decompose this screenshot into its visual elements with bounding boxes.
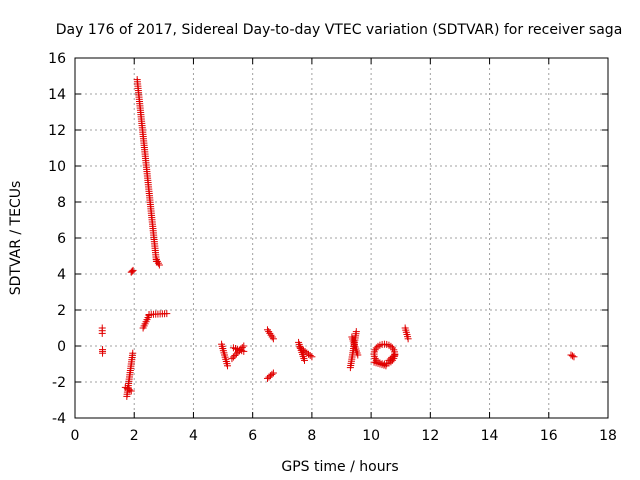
data-point <box>387 358 395 366</box>
data-point <box>263 326 271 334</box>
data-point <box>300 356 308 364</box>
y-axis-label: SDTVAR / TECUs <box>8 181 24 296</box>
data-point <box>155 261 163 269</box>
y-tick-labels: -4 -2 0 2 4 6 8 10 12 14 16 <box>48 51 66 427</box>
data-point <box>129 266 137 274</box>
data-point <box>231 351 239 359</box>
x-tick-label: 12 <box>421 428 439 444</box>
data-point <box>570 353 578 361</box>
data-point <box>354 351 362 359</box>
y-tick-label: 2 <box>57 303 66 319</box>
data-point <box>128 267 136 275</box>
y-tick-label: 6 <box>57 231 66 247</box>
y-tick-label: 14 <box>48 87 66 103</box>
data-point <box>129 349 137 357</box>
data-point <box>99 349 107 357</box>
data-point <box>268 370 276 378</box>
data-point <box>269 369 277 377</box>
data-point <box>372 356 380 364</box>
data-point <box>98 329 106 337</box>
data-point <box>268 333 276 341</box>
x-tick-label: 4 <box>189 428 198 444</box>
data-point <box>352 328 360 336</box>
x-tick-label: 0 <box>71 428 80 444</box>
data-point <box>389 344 397 352</box>
data-point <box>267 331 275 339</box>
x-tick-labels: 0 2 4 6 8 10 12 14 16 18 <box>71 428 617 444</box>
data-point <box>229 353 237 361</box>
data-point <box>306 352 314 360</box>
x-tick-label: 8 <box>307 428 316 444</box>
grid <box>75 58 608 418</box>
data-points <box>98 76 578 400</box>
y-tick-label: 12 <box>48 123 66 139</box>
x-tick-label: 6 <box>248 428 257 444</box>
x-tick-label: 2 <box>130 428 139 444</box>
y-tick-label: 0 <box>57 339 66 355</box>
data-point <box>152 256 160 264</box>
data-point <box>568 352 576 360</box>
data-point <box>391 352 399 360</box>
x-tick-label: 18 <box>599 428 617 444</box>
data-point <box>567 351 575 359</box>
data-point <box>374 342 382 350</box>
y-tick-label: 10 <box>48 159 66 175</box>
data-point <box>163 310 171 318</box>
data-point <box>228 355 236 363</box>
data-point <box>266 329 274 337</box>
data-point <box>154 259 162 267</box>
data-point <box>153 257 161 265</box>
data-point <box>404 335 412 343</box>
y-tick-label: 16 <box>48 51 66 67</box>
chart-title: Day 176 of 2017, Sidereal Day-to-day VTE… <box>56 22 623 38</box>
y-tick-label: 8 <box>57 195 66 211</box>
y-tick-label: 4 <box>57 267 66 283</box>
data-point <box>308 353 316 361</box>
x-tick-label: 16 <box>540 428 558 444</box>
data-point <box>269 335 277 343</box>
x-tick-label: 14 <box>481 428 499 444</box>
data-point <box>223 362 231 370</box>
data-point <box>232 350 240 358</box>
x-tick-label: 10 <box>362 428 380 444</box>
data-point <box>127 387 135 395</box>
y-tick-label: -4 <box>52 411 66 427</box>
data-point <box>265 328 273 336</box>
data-point <box>127 268 135 276</box>
data-point <box>240 347 248 355</box>
y-tick-label: -2 <box>52 375 66 391</box>
x-axis-label: GPS time / hours <box>281 459 398 475</box>
axis-ticks <box>74 57 609 419</box>
